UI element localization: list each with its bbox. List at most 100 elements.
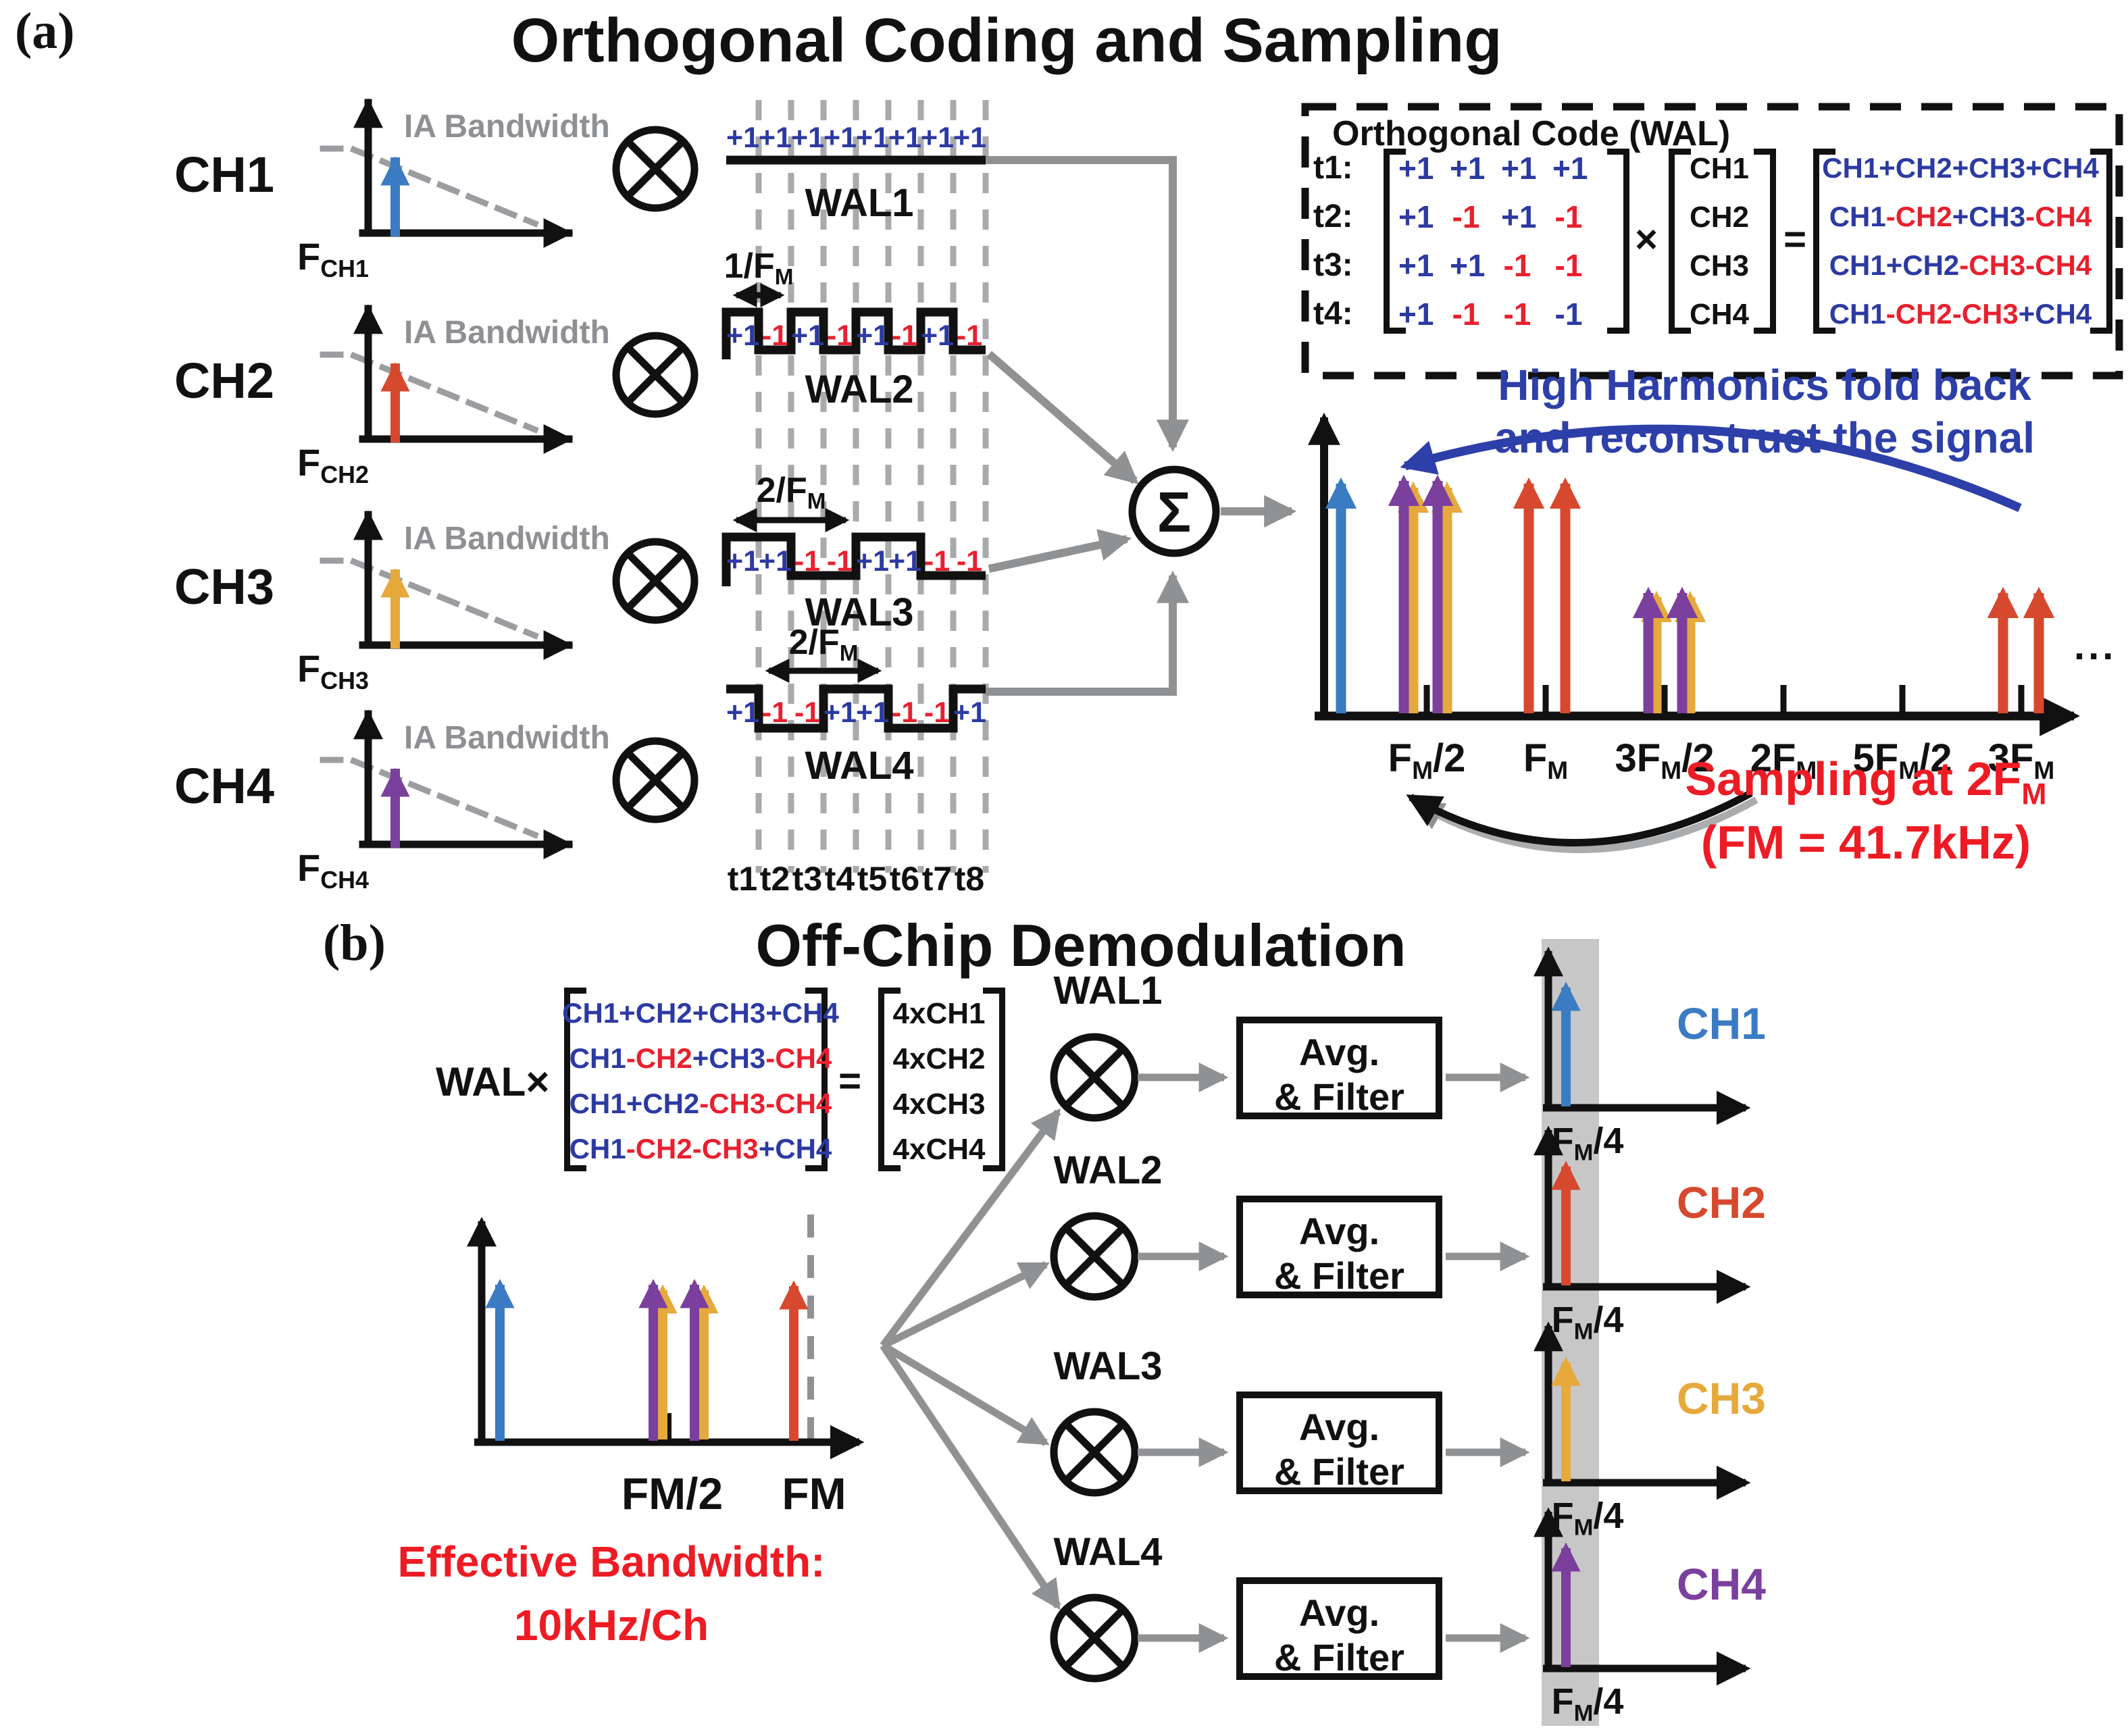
ch2-label: CH2 <box>174 353 275 409</box>
wal4-waveform <box>726 684 986 733</box>
code-cell: +1 <box>1398 151 1434 186</box>
time-label: t2 <box>759 860 790 898</box>
code-cell: +1 <box>1501 151 1537 186</box>
wal1-chip: +1 <box>856 122 890 154</box>
chv-row: CH3 <box>1689 249 1750 282</box>
fm4-label: FM/4 <box>1551 1300 1624 1345</box>
tick-label-3fm: 3FM <box>1987 736 2055 785</box>
code-cell: +1 <box>1450 248 1486 283</box>
wal1-chain-label: WAL1 <box>1053 969 1163 1013</box>
panel-b-title: Off-Chip Demodulation <box>755 912 1407 979</box>
combined-spectrum <box>1308 412 2080 853</box>
foldback-arc <box>1400 424 2022 512</box>
multiply-icon <box>612 126 699 212</box>
ia-bandwidth-dash-ch3 <box>320 557 539 640</box>
wal2-waveform <box>721 307 986 359</box>
wal3-chip: +1 <box>726 545 760 578</box>
alias-arc <box>1406 790 1753 846</box>
ia-bandwidth-label: IA Bandwidth <box>404 109 610 145</box>
ch3-out-label: CH3 <box>1676 1373 1767 1423</box>
tick-label-fm: FM <box>1523 736 1569 785</box>
code-result-row: CH1+CH2-CH3-CH4 <box>1829 249 2092 281</box>
code-cell: +1 <box>1552 151 1588 186</box>
wal1-chip: +1 <box>953 122 987 154</box>
wal2-chip: -1 <box>891 320 918 352</box>
time-label: t1 <box>727 860 758 898</box>
sum-connections <box>986 156 1297 696</box>
code-row-time: t1: <box>1313 150 1353 186</box>
multiply-icon <box>612 737 699 823</box>
ch2-out-label: CH2 <box>1676 1177 1767 1227</box>
panel-a-title: Orthogonal Coding and Sampling <box>511 6 1502 75</box>
wal1-chip: +1 <box>759 122 792 154</box>
wal3-chip: +1 <box>759 545 792 578</box>
bracket <box>1813 149 1835 334</box>
code-box-title: Orthogonal Code (WAL) <box>1332 114 1731 153</box>
bracket <box>878 988 901 1171</box>
wal3-chip: -1 <box>794 545 821 578</box>
equals-sign: = <box>1783 218 1806 261</box>
fm4-label: FM/4 <box>1551 1121 1624 1166</box>
wal1-name: WAL1 <box>805 181 914 225</box>
panel-a-label: (a) <box>15 3 75 59</box>
wal1-to-sum <box>986 156 1189 453</box>
wal3-chain-label: WAL3 <box>1053 1344 1163 1388</box>
bracket <box>805 988 828 1171</box>
bracket <box>1384 149 1406 334</box>
code-result-row: CH1+CH2+CH3+CH4 <box>1822 152 2099 184</box>
time-label: t6 <box>889 860 920 898</box>
equals-sign: = <box>838 1059 861 1103</box>
code-cell: +1 <box>1398 199 1434 234</box>
ia-bandwidth-dash-ch2 <box>320 351 539 434</box>
ch4-out-label: CH4 <box>1676 1559 1767 1609</box>
fch2-label: FCH2 <box>297 441 369 488</box>
times-sign: × <box>1635 218 1658 261</box>
multiply-icon <box>1050 1212 1139 1301</box>
tick-label-3fm2: 3FM/2 <box>1615 736 1715 785</box>
sampling-note-line1: Sampling at 2FM <box>1685 752 2047 811</box>
wal2-period: 1/FM <box>724 247 794 290</box>
timing-grid <box>755 100 989 873</box>
fch3-label: FCH3 <box>297 647 369 694</box>
code-cell: -1 <box>1452 297 1480 332</box>
eq-out-row: 4xCH1 <box>892 997 986 1030</box>
wal2-chip: -1 <box>956 320 983 352</box>
sampling-note-line2: (FM = 41.7kHz) <box>1700 816 2031 869</box>
bracket <box>983 988 1005 1171</box>
demod-chains <box>1050 939 1751 1726</box>
eq-out-row: 4xCH4 <box>892 1133 986 1166</box>
wal2-chain-label: WAL2 <box>1053 1148 1163 1192</box>
wal2-chip: +1 <box>921 320 955 352</box>
code-cell: +1 <box>1501 199 1537 234</box>
fm4-label: FM/4 <box>1551 1681 1624 1727</box>
multiply-icon <box>1050 1593 1139 1683</box>
eq-row: CH1+CH2-CH3-CH4 <box>569 1088 832 1119</box>
bracket <box>1754 149 1776 334</box>
code-cell: -1 <box>1554 199 1583 234</box>
code-result-row: CH1-CH2+CH3-CH4 <box>1829 201 2092 232</box>
eq-row: CH1-CH2+CH3-CH4 <box>569 1042 832 1074</box>
foldback-note-line1: High Harmonics fold back <box>1498 361 2031 409</box>
wal4-chip: +1 <box>824 696 857 729</box>
eq-row: CH1+CH2+CH3+CH4 <box>562 997 839 1029</box>
code-row-time: t3: <box>1313 247 1353 283</box>
tick-label-5fm2: 5FM/2 <box>1852 736 1952 785</box>
walsh-waveforms <box>721 155 986 733</box>
wal1-chip: +1 <box>726 122 760 154</box>
wal3-chip: +1 <box>856 545 890 578</box>
multiplier-icons-a <box>612 126 699 823</box>
eq-row: CH1-CH2-CH3+CH4 <box>569 1133 832 1165</box>
wal3-name: WAL3 <box>805 590 914 634</box>
code-cell: +1 <box>1398 248 1434 283</box>
tick-label-fm2: FM/2 <box>1388 736 1466 785</box>
ch4-label: CH4 <box>174 758 275 814</box>
bandwidth-note-line2: 10kHz/Ch <box>513 1601 709 1650</box>
avg-filter-box: Avg. & Filter <box>1236 1196 1442 1298</box>
multiply-icon <box>1050 1033 1139 1122</box>
wal2-chip: -1 <box>826 320 853 352</box>
wal4-chip: -1 <box>923 696 951 729</box>
spectral-lines <box>1325 474 2055 713</box>
sum-symbol: Σ <box>1157 480 1192 544</box>
wal1-chip: +1 <box>888 122 922 154</box>
code-row-time: t2: <box>1313 199 1353 234</box>
